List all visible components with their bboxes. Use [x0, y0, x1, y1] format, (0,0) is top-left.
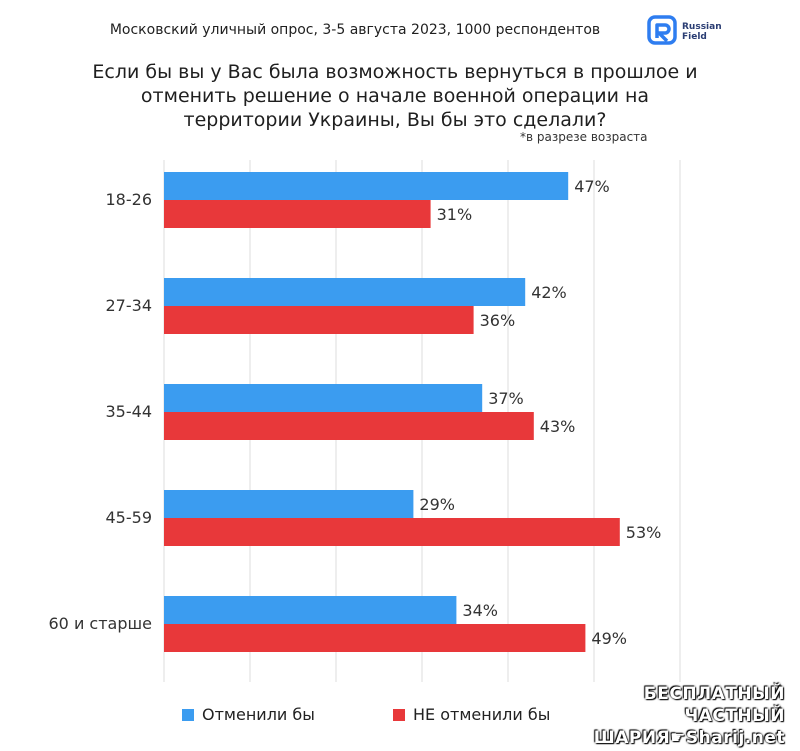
data-label: 47%: [574, 177, 610, 196]
data-label: 34%: [462, 601, 498, 620]
data-label: 29%: [419, 495, 455, 514]
bar-series-2: [164, 200, 431, 228]
data-label: 49%: [591, 629, 627, 648]
category-label: 60 и старше: [49, 614, 153, 633]
bar-series-1: [164, 172, 569, 200]
bar-series-1: [164, 596, 457, 624]
chart-title: Если бы вы у Вас была возможность вернут…: [92, 61, 698, 131]
data-label: 36%: [480, 311, 516, 330]
bars-group: [164, 172, 620, 652]
bar-series-2: [164, 306, 474, 334]
legend-label-series-2: НЕ отменили бы: [413, 705, 551, 724]
bar-series-2: [164, 412, 534, 440]
watermark: БЕСПЛАТНЫЙ ЧАСТНЫЙ ШАРИЯ☛Sharij.net: [560, 683, 785, 749]
bar-series-2: [164, 624, 586, 652]
chart-note: *в разрезе возраста: [520, 130, 648, 144]
data-label: 37%: [488, 389, 524, 408]
russian-field-logo-icon: [647, 15, 677, 45]
category-label: 45-59: [106, 508, 153, 527]
legend: Отменили бы НЕ отменили бы: [0, 705, 800, 727]
category-label: 27-34: [106, 296, 153, 315]
bar-series-1: [164, 278, 526, 306]
category-label: 35-44: [106, 402, 153, 421]
legend-label-series-1: Отменили бы: [202, 705, 315, 724]
bar-series-2: [164, 518, 620, 546]
logo-text-russian: Russian: [682, 22, 722, 32]
data-label: 43%: [540, 417, 576, 436]
legend-swatch-series-1: [182, 709, 194, 721]
data-label: 53%: [626, 523, 662, 542]
data-label: 31%: [437, 205, 473, 224]
data-label: 42%: [531, 283, 567, 302]
russian-field-logo: Russian Field: [646, 14, 756, 54]
logo-text-field: Field: [682, 32, 707, 42]
legend-swatch-series-2: [393, 709, 405, 721]
watermark-line-1: БЕСПЛАТНЫЙ ЧАСТНЫЙ: [643, 684, 785, 726]
bar-series-1: [164, 490, 414, 518]
watermark-line-2: ШАРИЯ☛Sharij.net: [593, 728, 785, 748]
bar-series-1: [164, 384, 483, 412]
category-label: 18-26: [106, 190, 153, 209]
survey-subtitle: Московский уличный опрос, 3-5 августа 20…: [109, 22, 601, 38]
labels-group: 18-26 47% 31% 27-34 42% 36% 35-44 37% 43% 45-59 29…: [49, 177, 662, 648]
